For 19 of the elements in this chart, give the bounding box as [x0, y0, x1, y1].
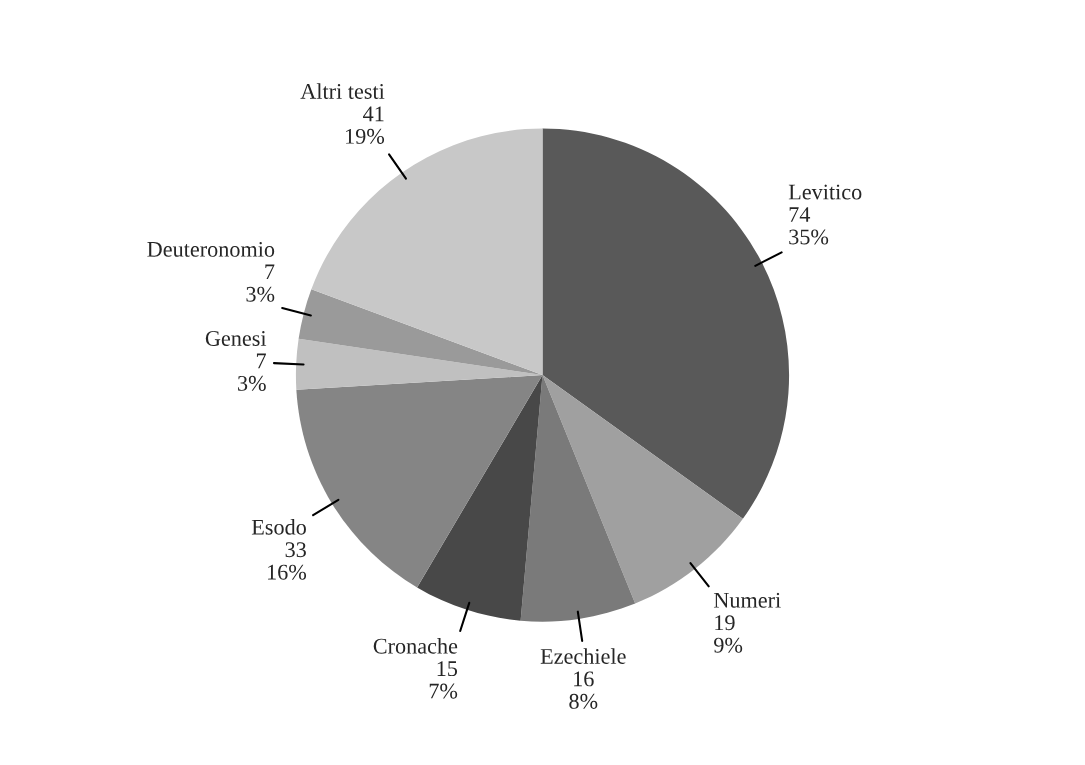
slice-label: Ezechiele	[540, 648, 626, 664]
data-label: 7 3%	[238, 353, 266, 391]
data-label: 33 16%	[268, 542, 307, 580]
data-label: 15 7%	[429, 661, 458, 699]
slice-label: Esodo	[251, 519, 306, 535]
data-label: 19 9%	[714, 615, 743, 653]
pie-slice	[542, 128, 790, 519]
slice-label: Cronache	[373, 638, 458, 654]
slice-label: Altri testi	[300, 83, 385, 99]
slice-label: Numeri	[713, 592, 781, 608]
data-label: 41 19%	[346, 106, 385, 144]
data-label: 74 35%	[789, 207, 829, 245]
pie-slice	[417, 375, 543, 621]
slice-label: Genesi	[205, 330, 267, 346]
data-label: 7 3%	[246, 264, 275, 302]
slice-label: Levitico	[788, 184, 862, 200]
data-label: 16 8%	[569, 671, 598, 709]
slice-label: Deuteronomio	[147, 241, 275, 257]
pie-slice	[298, 289, 543, 376]
